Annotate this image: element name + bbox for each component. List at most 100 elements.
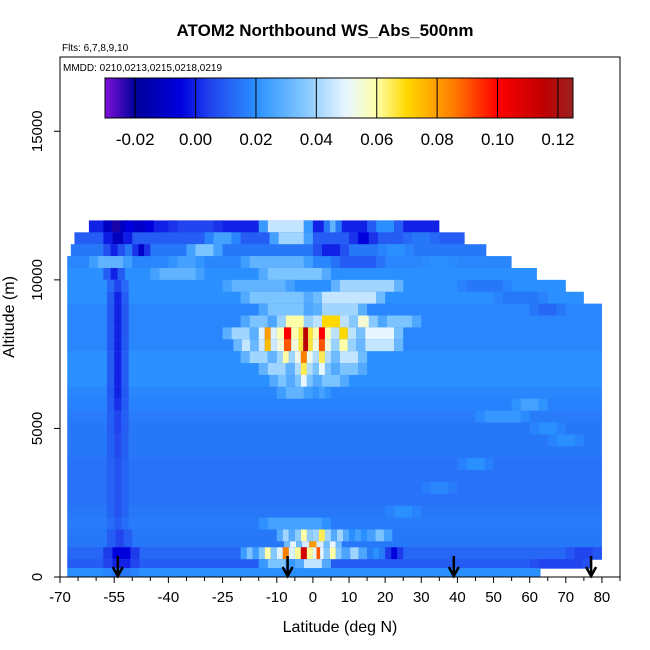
heatmap-cell: [320, 547, 324, 560]
heatmap-cell: [121, 303, 129, 317]
x-tick-label: 0: [309, 589, 317, 606]
heatmap-cell: [195, 267, 205, 281]
heatmap-cell: [318, 363, 325, 376]
heatmap-cell: [318, 327, 325, 340]
heatmap-cell: [252, 547, 259, 560]
heatmap-cell: [547, 434, 557, 447]
colorbar-tick-label: 0.00: [179, 130, 212, 149]
heatmap-cell: [264, 547, 271, 560]
heatmap-cell: [106, 481, 115, 495]
heatmap-cell: [538, 559, 583, 569]
heatmap-cell: [168, 220, 178, 233]
heatmap-cell: [303, 220, 313, 233]
heatmap-cell: [121, 481, 129, 495]
heatmap-cell: [385, 547, 392, 560]
heatmap-cell: [321, 303, 359, 317]
x-tick-label: 80: [594, 589, 611, 606]
heatmap-cell: [397, 547, 404, 560]
heatmap-cell: [298, 327, 304, 340]
heatmap-cell: [300, 529, 307, 542]
heatmap-cell: [121, 410, 129, 423]
heatmap-cell: [121, 339, 129, 352]
colorbar-tick-label: 0.12: [541, 130, 574, 149]
heatmap-cell: [249, 291, 304, 305]
x-tick-label: 40: [449, 589, 466, 606]
heatmap-cell: [213, 232, 232, 245]
heatmap-cell: [264, 339, 271, 352]
heatmap-cell: [529, 422, 539, 435]
heatmap-cell: [403, 232, 413, 245]
heatmap-cell: [106, 315, 115, 328]
heatmap-cell: [67, 434, 602, 447]
heatmap-cell: [120, 220, 129, 233]
heatmap-cell: [267, 303, 304, 317]
heatmap-cell: [355, 529, 362, 542]
heatmap-cell: [312, 244, 322, 257]
heatmap-cell: [258, 220, 268, 233]
heatmap-cell: [114, 327, 122, 340]
heatmap-cell: [258, 547, 265, 560]
heatmap-cell: [112, 547, 131, 560]
heatmap-cell: [270, 327, 277, 340]
heatmap-cells: [67, 220, 602, 577]
heatmap-cell: [168, 256, 178, 269]
heatmap-cell: [394, 267, 431, 281]
x-tick-label: -25: [212, 589, 234, 606]
heatmap-cell: [246, 547, 253, 560]
heatmap-cell: [340, 244, 350, 257]
heatmap-cell: [405, 244, 415, 257]
heatmap-cell: [316, 547, 321, 560]
heatmap-cell: [67, 422, 602, 435]
heatmap-cell: [321, 291, 377, 305]
heatmap-cell: [114, 374, 122, 388]
heatmap-cell: [270, 547, 277, 560]
heatmap-cell: [121, 446, 129, 459]
heatmap-cell: [502, 291, 539, 305]
heatmap-cell: [121, 279, 129, 293]
heatmap-cell: [114, 303, 122, 317]
heatmap-cell: [269, 374, 278, 388]
heatmap-cell: [300, 547, 307, 560]
heatmap-cell: [132, 244, 139, 257]
heatmap-cell: [213, 220, 223, 233]
heatmap-cell: [303, 386, 313, 400]
down-arrow-icon: [281, 556, 294, 579]
heatmap-cell: [358, 232, 369, 245]
heatmap-cell: [430, 232, 440, 245]
heatmap-cell: [114, 386, 122, 400]
heatmap-cell: [335, 547, 342, 560]
heatmap-cell: [233, 339, 242, 352]
heatmap-cell: [373, 547, 380, 560]
heatmap-cell: [565, 547, 575, 560]
heatmap-cell: [110, 267, 118, 281]
heatmap-cell: [106, 291, 115, 305]
heatmap-cell: [484, 458, 494, 471]
heatmap-cell: [312, 374, 322, 388]
heatmap-cell: [312, 547, 317, 560]
heatmap-cell: [339, 339, 348, 352]
heatmap-cell: [204, 232, 214, 245]
heatmap-cell: [106, 339, 115, 352]
heatmap-cell: [144, 244, 151, 257]
heatmap-cell: [306, 374, 313, 388]
heatmap-cell: [121, 458, 129, 471]
heatmap-cell: [249, 351, 268, 364]
heatmap-cell: [106, 541, 116, 548]
heatmap-cell: [312, 327, 319, 340]
heatmap-cell: [249, 327, 259, 340]
heatmap-cell: [134, 220, 145, 233]
heatmap-cell: [106, 279, 115, 293]
heatmap-cell: [106, 458, 115, 471]
heatmap-cell: [367, 529, 376, 542]
heatmap-cell: [538, 422, 557, 435]
heatmap-cell: [285, 559, 295, 569]
heatmap-cell: [430, 481, 449, 495]
heatmap-cell: [106, 398, 115, 412]
y-tick-label: 5000: [29, 412, 46, 445]
heatmap-cell: [303, 327, 309, 340]
heatmap-cell: [114, 505, 122, 519]
heatmap-cell: [111, 220, 121, 233]
heatmap-cell: [529, 303, 539, 317]
heatmap-cell: [340, 351, 359, 364]
